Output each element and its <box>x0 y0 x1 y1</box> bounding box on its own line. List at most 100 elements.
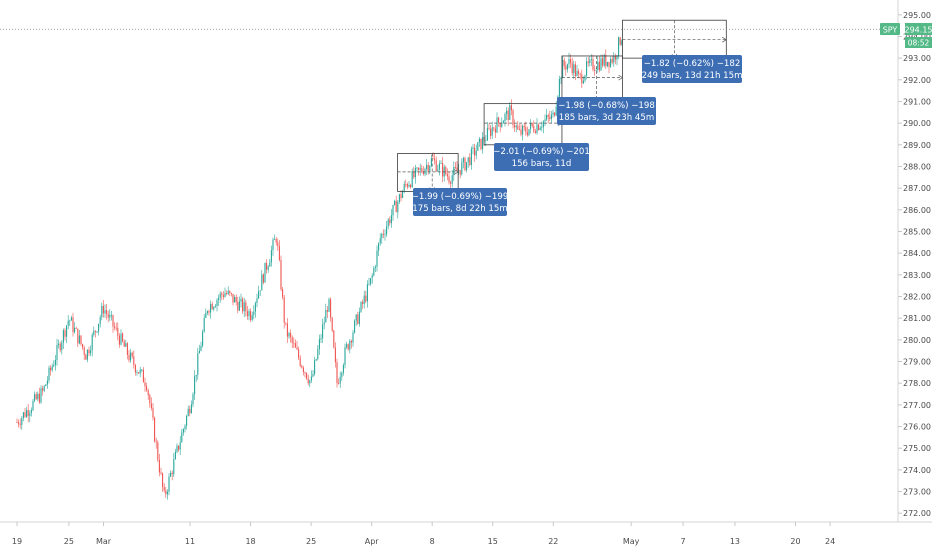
candle-body <box>568 59 569 64</box>
candle-body <box>31 410 32 413</box>
candle-body <box>498 118 499 123</box>
candle-body <box>359 312 360 324</box>
candle-body <box>221 293 222 295</box>
candle-body <box>559 79 560 97</box>
candle-body <box>461 162 462 174</box>
candle-body <box>37 394 38 399</box>
candle-body <box>207 311 208 313</box>
y-tick-label: 286.00 <box>903 206 931 215</box>
price-axis[interactable]: 272.00273.00274.00275.00276.00277.00278.… <box>898 0 931 522</box>
bar-countdown: 08:52 <box>908 39 930 48</box>
candle-body <box>287 324 288 337</box>
candle-body <box>392 205 393 215</box>
candle-body <box>260 290 261 291</box>
candlestick-series <box>16 36 622 499</box>
measure-box[interactable] <box>484 104 562 145</box>
measure-box[interactable] <box>562 56 623 102</box>
candle-body <box>594 70 595 71</box>
y-tick-label: 291.00 <box>903 97 931 106</box>
candle-body <box>415 168 416 177</box>
candle-body <box>282 289 283 297</box>
candle-body <box>120 334 121 345</box>
symbol-badge: SPY <box>880 23 900 35</box>
candle-body <box>349 341 350 350</box>
candle-body <box>237 302 238 311</box>
candle-body <box>285 323 286 324</box>
x-tick-label: 7 <box>681 537 686 546</box>
candle-body <box>48 368 49 381</box>
candle-body <box>269 262 270 266</box>
candle-body <box>564 60 565 66</box>
candle-body <box>61 343 62 350</box>
candle-body <box>599 62 600 70</box>
candle-body <box>471 149 472 165</box>
candle-body <box>421 168 422 172</box>
measure-label-text: 156 bars, 11d <box>512 159 572 169</box>
x-tick-label: 11 <box>185 537 195 546</box>
candle-body <box>191 404 192 413</box>
candle-body <box>405 184 406 185</box>
candle-body <box>412 171 413 187</box>
candle-body <box>152 408 153 418</box>
candle-body <box>504 114 505 121</box>
candle-body <box>432 158 433 159</box>
candle-body <box>340 377 341 384</box>
candle-body <box>336 362 337 383</box>
candle-body <box>365 296 366 302</box>
candle-body <box>538 124 539 129</box>
candle-body <box>140 370 141 374</box>
candle-body <box>180 442 181 449</box>
candle-body <box>503 121 504 123</box>
candle-body <box>101 306 102 317</box>
candle-body <box>178 446 179 450</box>
candle-body <box>79 336 80 344</box>
candle-body <box>234 297 235 302</box>
candle-body <box>87 350 88 360</box>
candle-body <box>357 315 358 324</box>
candle-body <box>573 64 574 73</box>
candle-body <box>554 113 555 116</box>
candle-body <box>130 353 131 361</box>
candle-body <box>301 366 302 368</box>
candle-body <box>263 274 264 282</box>
candle-body <box>32 401 33 410</box>
candle-body <box>223 295 224 297</box>
candle-body <box>604 55 605 65</box>
candle-body <box>407 184 408 187</box>
candle-body <box>472 148 473 149</box>
candle-body <box>154 418 155 442</box>
candle-body <box>578 71 579 74</box>
candle-body <box>213 307 214 309</box>
candle-body <box>18 422 19 424</box>
candle-body <box>469 157 470 165</box>
candle-body <box>477 142 478 151</box>
candle-body <box>328 299 329 312</box>
candle-body <box>424 169 425 174</box>
candle-body <box>463 158 464 162</box>
candle-body <box>496 118 497 133</box>
candle-body <box>520 129 521 134</box>
candle-body <box>128 355 129 360</box>
candle-body <box>565 66 566 70</box>
candle-body <box>456 167 457 170</box>
measure-label-text: −1.98 (−0.68%) −198 <box>558 101 655 111</box>
candle-body <box>248 311 249 316</box>
candle-body <box>244 302 245 311</box>
candle-body <box>332 317 333 330</box>
candle-body <box>135 365 136 372</box>
candle-body <box>138 372 139 373</box>
candle-body <box>482 137 483 149</box>
x-tick-label: Apr <box>365 537 380 546</box>
candle-body <box>103 306 104 314</box>
candle-body <box>64 330 65 337</box>
candle-body <box>133 356 134 365</box>
candle-body <box>194 376 195 394</box>
candle-body <box>517 126 518 130</box>
candle-body <box>85 355 86 360</box>
x-tick-label: 15 <box>488 537 498 546</box>
candle-body <box>592 59 593 70</box>
